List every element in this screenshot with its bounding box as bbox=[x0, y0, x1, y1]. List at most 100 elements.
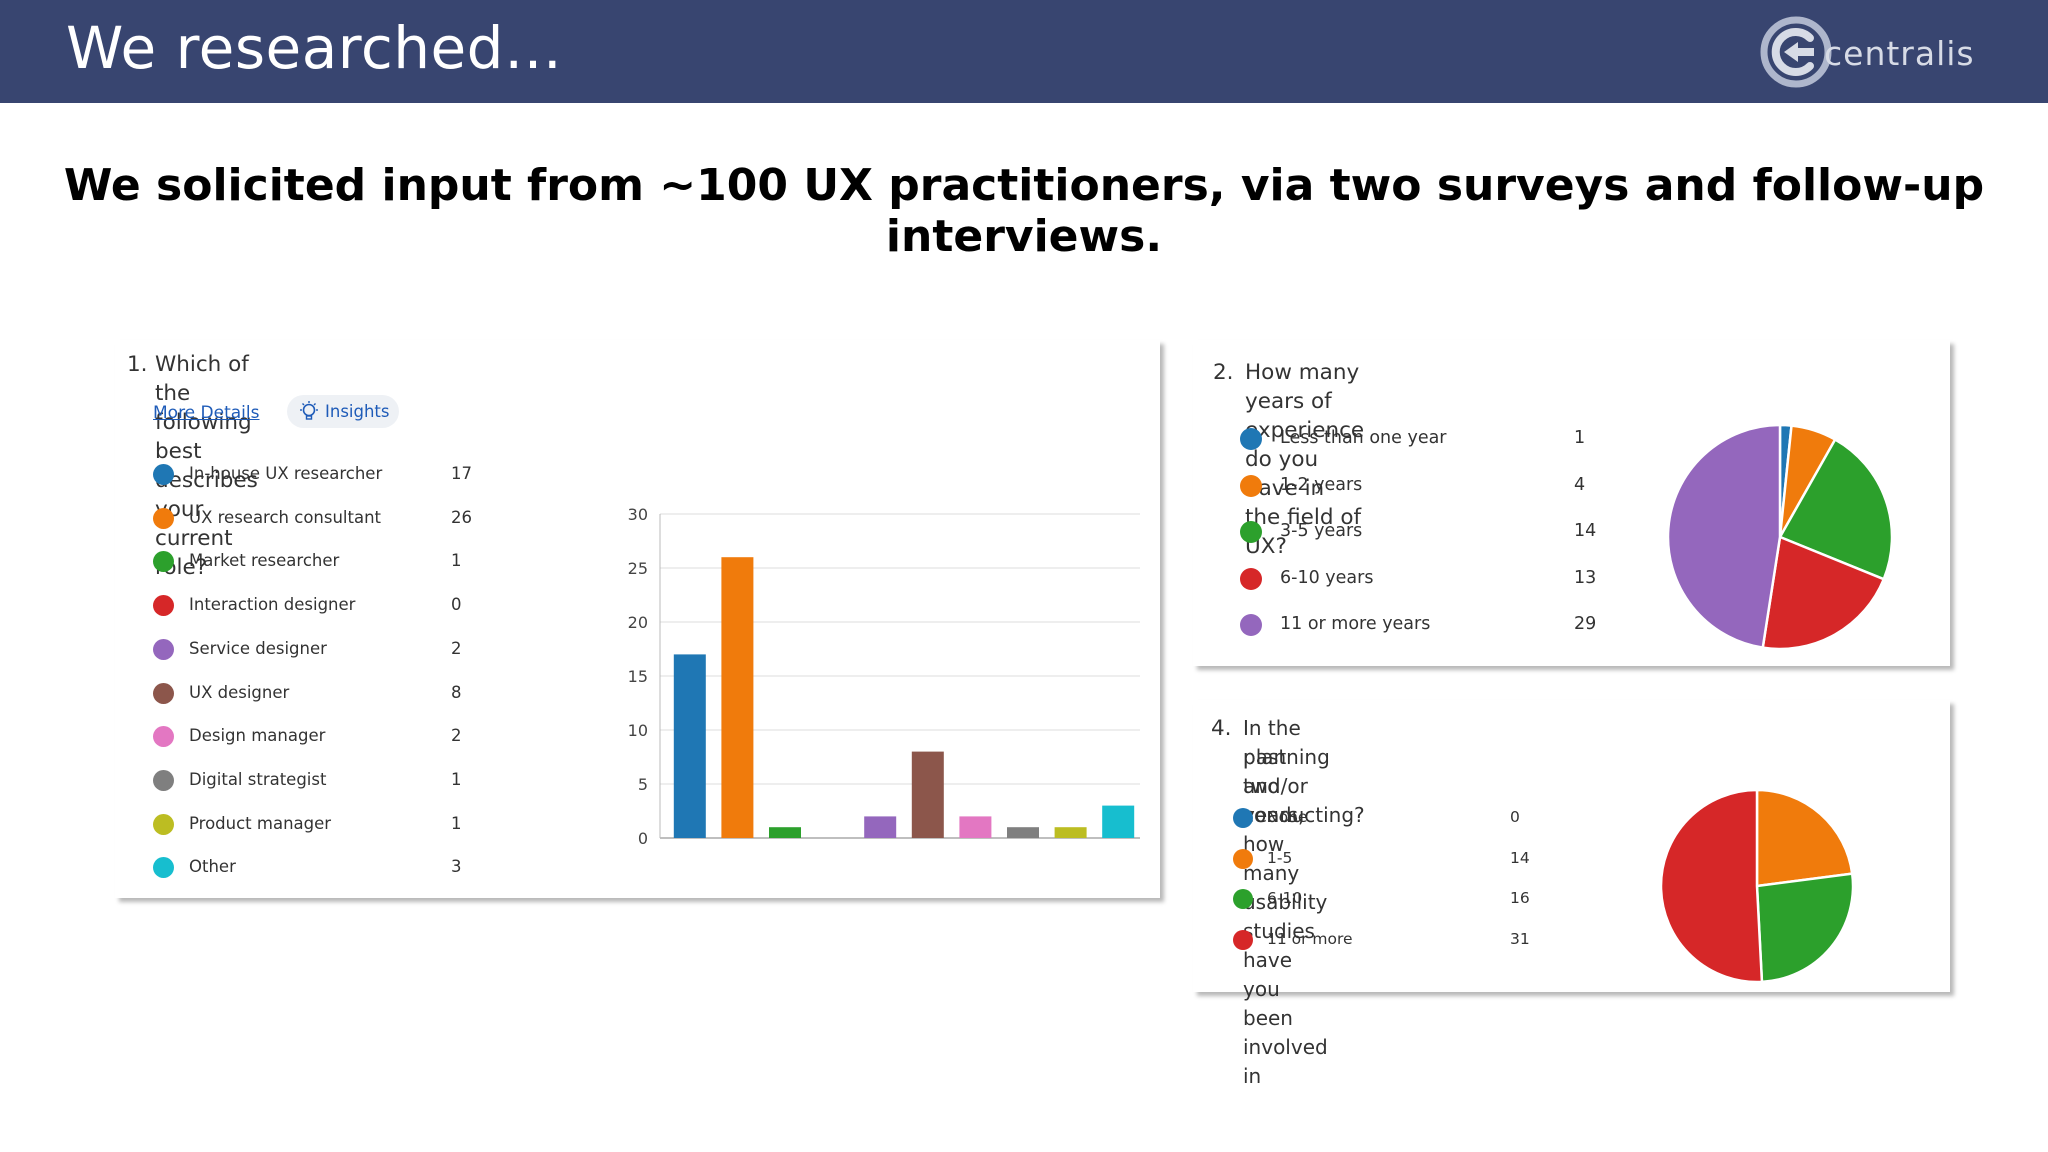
legend-count: 31 bbox=[1510, 929, 1530, 948]
pie-slice-11-or-more-years bbox=[1666, 423, 1782, 650]
y-tick-label: 25 bbox=[628, 559, 648, 578]
y-tick-label: 10 bbox=[628, 721, 648, 740]
legend-label: Other bbox=[189, 857, 236, 877]
legend-swatch bbox=[153, 769, 174, 791]
legend-swatch bbox=[153, 726, 174, 748]
legend-swatch bbox=[153, 857, 174, 879]
bar-market-researcher bbox=[769, 827, 801, 838]
legend-swatch bbox=[153, 551, 174, 573]
studies-pie-chart bbox=[1659, 788, 1855, 984]
legend-count: 0 bbox=[451, 595, 462, 615]
bar-digital-strategist bbox=[1007, 827, 1039, 838]
question-number: 4. bbox=[1211, 716, 1232, 741]
legend-swatch bbox=[153, 464, 174, 485]
legend-count: 3 bbox=[451, 857, 462, 877]
experience-question-card: 2. How many years of experience do you h… bbox=[1193, 340, 1950, 666]
question-number: 1. bbox=[127, 352, 148, 377]
legend-label: 1-2 years bbox=[1280, 474, 1363, 495]
legend-count: 17 bbox=[451, 464, 472, 483]
legend-swatch bbox=[153, 682, 174, 704]
question-text: How many years of experience do you have… bbox=[1245, 360, 1365, 559]
question-text-line2: planning and/or conducting? bbox=[1243, 745, 1365, 827]
bar-in-house-ux-researcher bbox=[673, 654, 706, 838]
legend-count: 14 bbox=[1574, 521, 1597, 541]
legend-label: UX designer bbox=[189, 682, 290, 702]
legend-label: 11 or more years bbox=[1280, 614, 1431, 634]
legend-count: 1 bbox=[1574, 428, 1586, 448]
legend-label: UX research consultant bbox=[189, 507, 382, 527]
legend-label: Service designer bbox=[189, 638, 327, 658]
legend-label: 11 or more bbox=[1267, 929, 1353, 948]
legend-swatch bbox=[1233, 929, 1253, 950]
insights-button[interactable]: Insights bbox=[287, 395, 399, 428]
legend-count: 16 bbox=[1510, 889, 1530, 907]
slide-title: We researched… bbox=[66, 14, 563, 82]
legend-label: Digital strategist bbox=[189, 769, 327, 789]
legend-swatch bbox=[1240, 428, 1262, 450]
lightbulb-icon bbox=[300, 401, 318, 420]
logo-text: centralis bbox=[1824, 34, 1975, 73]
experience-pie-chart bbox=[1666, 423, 1894, 651]
legend-label: Design manager bbox=[189, 726, 326, 746]
legend-swatch bbox=[153, 813, 174, 835]
legend-count: 0 bbox=[1510, 808, 1520, 826]
pie-slice-6-10-years bbox=[1761, 535, 1886, 651]
bar-ux-research-consultant bbox=[721, 557, 754, 838]
legend-count: 8 bbox=[451, 682, 462, 702]
legend-label: 6-10 years bbox=[1280, 567, 1374, 588]
pie-slice-3-5-years bbox=[1778, 437, 1894, 581]
pie-slice-11-or-more bbox=[1659, 788, 1764, 984]
legend-count: 1 bbox=[451, 813, 462, 833]
bar-product-manager bbox=[1054, 827, 1087, 838]
legend-label: Market researcher bbox=[189, 551, 340, 571]
legend-swatch bbox=[153, 595, 174, 617]
centralis-logo-icon bbox=[1760, 16, 1832, 88]
legend-swatch bbox=[1240, 567, 1262, 590]
y-tick-label: 15 bbox=[628, 667, 648, 686]
role-question-card: 1. Which of the following best describes… bbox=[115, 340, 1160, 898]
legend-count: 1 bbox=[451, 551, 462, 571]
legend-swatch bbox=[1233, 889, 1253, 909]
pie-slice-1-5 bbox=[1755, 788, 1854, 888]
question-number: 2. bbox=[1213, 360, 1234, 385]
legend-label: Interaction designer bbox=[189, 595, 356, 615]
legend-count: 14 bbox=[1510, 848, 1530, 867]
centralis-logo: centralis bbox=[1760, 16, 1974, 88]
question-text-line1: In the past two years, how many usabilit… bbox=[1243, 716, 1328, 1088]
legend-count: 13 bbox=[1574, 567, 1597, 588]
legend-label: None bbox=[1267, 808, 1308, 826]
studies-question-card: 4. In the past two years, how many usabi… bbox=[1193, 700, 1950, 1088]
legend-label: In-house UX researcher bbox=[189, 464, 383, 483]
subtitle: We solicited input from ~100 UX practiti… bbox=[63, 160, 1985, 262]
legend-label: 6-10 bbox=[1267, 889, 1303, 907]
bar-ux-designer bbox=[911, 751, 944, 838]
legend-label: 1-5 bbox=[1267, 848, 1293, 867]
legend-count: 2 bbox=[451, 726, 462, 746]
y-tick-label: 5 bbox=[638, 775, 648, 794]
bar-other bbox=[1102, 805, 1135, 838]
insights-label: Insights bbox=[325, 402, 390, 421]
y-tick-label: 20 bbox=[628, 613, 648, 632]
legend-swatch bbox=[1240, 614, 1262, 636]
legend-count: 2 bbox=[451, 638, 462, 658]
legend-count: 1 bbox=[451, 769, 462, 789]
header-bar: We researched… centralis bbox=[0, 0, 2048, 103]
legend-label: Less than one year bbox=[1280, 428, 1447, 448]
role-bar-chart: 0 5 10 15 20 25 30 bbox=[628, 505, 1140, 848]
pie-slice-6-10 bbox=[1755, 872, 1855, 984]
legend-count: 29 bbox=[1574, 614, 1597, 634]
y-tick-label: 30 bbox=[628, 505, 648, 524]
legend-swatch bbox=[1240, 521, 1262, 543]
legend-swatch bbox=[1233, 808, 1253, 828]
legend-swatch bbox=[1233, 848, 1253, 869]
more-details-link[interactable]: More Details bbox=[153, 403, 260, 423]
bar-design-manager bbox=[959, 816, 992, 838]
legend-label: 3-5 years bbox=[1280, 521, 1363, 541]
legend-swatch bbox=[1240, 474, 1262, 497]
legend-label: Product manager bbox=[189, 813, 332, 833]
legend-swatch bbox=[153, 507, 174, 529]
y-tick-label: 0 bbox=[638, 829, 648, 848]
bar-service-designer bbox=[864, 816, 897, 838]
legend-swatch bbox=[153, 638, 174, 660]
legend-count: 26 bbox=[451, 507, 472, 527]
